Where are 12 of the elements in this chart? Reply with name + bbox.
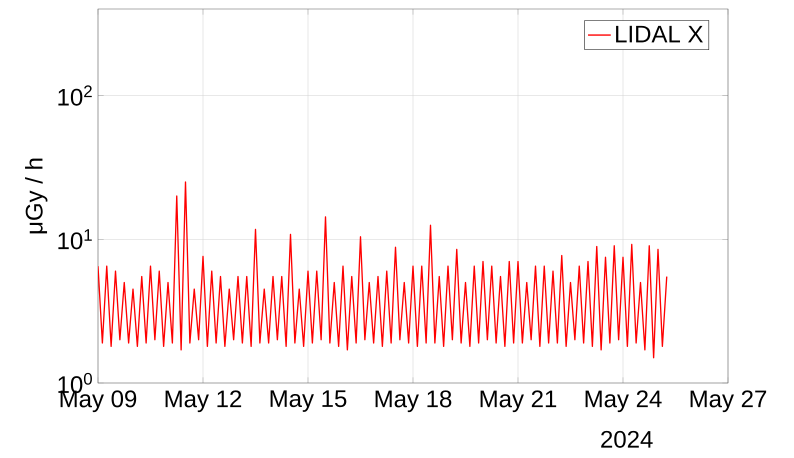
- x-tick-label: May 12: [166, 390, 242, 412]
- text: 2024: [601, 430, 653, 448]
- x-tick-label: May 27: [690, 390, 766, 412]
- legend-label: LIDAL X: [616, 26, 703, 42]
- x-tick-label: May 21: [480, 390, 556, 412]
- y-axis-title: μGy / h: [25, 158, 48, 234]
- line-series: [98, 181, 668, 358]
- x-tick-label: May 24: [586, 390, 662, 412]
- y-tick-label: 10$^{2}$: [58, 85, 92, 106]
- x-tick-label: May 15: [270, 390, 346, 412]
- y-tick-label: 10$^{1}$: [58, 229, 92, 250]
- x-tick-label: May 18: [376, 390, 452, 412]
